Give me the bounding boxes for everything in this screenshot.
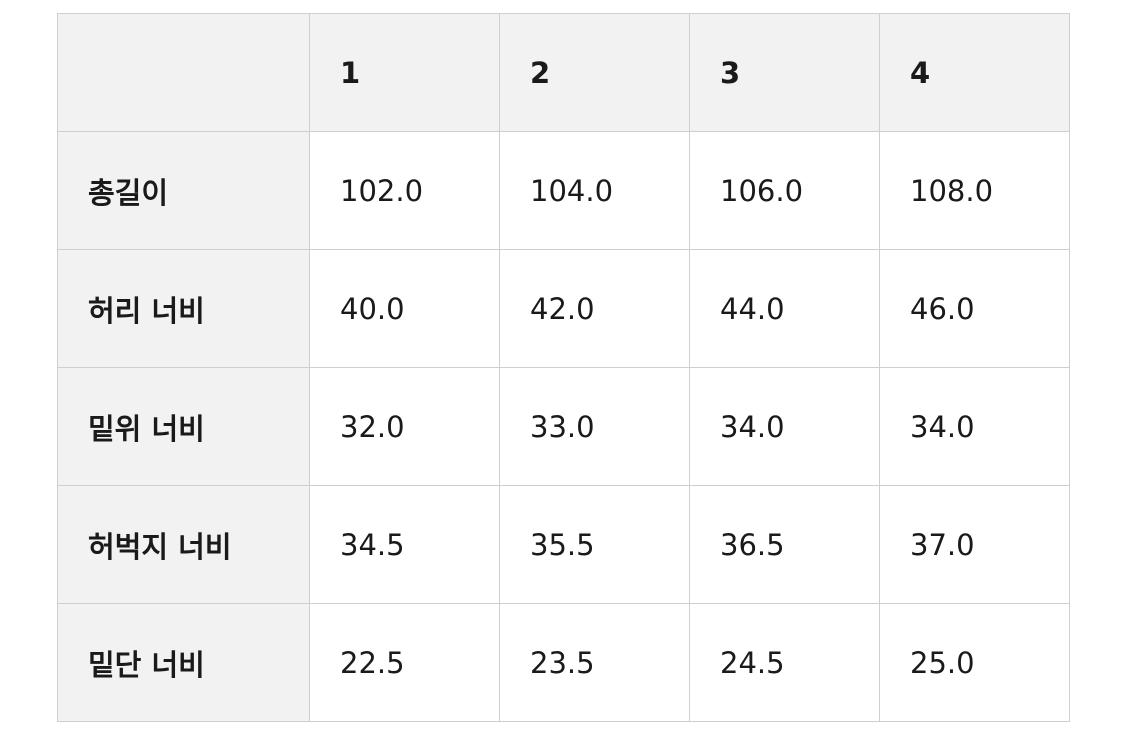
measurement-value: 25.0 [879,603,1070,722]
table-row: 허리 너비 40.0 42.0 44.0 46.0 [57,249,1070,368]
size-header-cell: 2 [499,13,690,132]
measurement-value: 33.0 [499,367,690,486]
measurement-value: 40.0 [309,249,500,368]
table-row: 허벅지 너비 34.5 35.5 36.5 37.0 [57,485,1070,604]
measurement-value: 44.0 [689,249,880,368]
table-row: 밑위 너비 32.0 33.0 34.0 34.0 [57,367,1070,486]
measurement-value: 24.5 [689,603,880,722]
measurement-value: 104.0 [499,131,690,250]
measurement-value: 102.0 [309,131,500,250]
measurement-value: 46.0 [879,249,1070,368]
header-corner-cell [57,13,310,132]
measurement-value: 32.0 [309,367,500,486]
measurement-value: 35.5 [499,485,690,604]
measurement-value: 37.0 [879,485,1070,604]
measurement-value: 34.0 [879,367,1070,486]
measurement-value: 23.5 [499,603,690,722]
measurement-value: 34.5 [309,485,500,604]
table-row: 총길이 102.0 104.0 106.0 108.0 [57,131,1070,250]
measurement-label: 허리 너비 [57,249,310,368]
measurement-value: 108.0 [879,131,1070,250]
table-row: 밑단 너비 22.5 23.5 24.5 25.0 [57,603,1070,722]
measurement-value: 34.0 [689,367,880,486]
measurement-label: 총길이 [57,131,310,250]
size-header-cell: 3 [689,13,880,132]
measurement-value: 22.5 [309,603,500,722]
measurement-label: 밑단 너비 [57,603,310,722]
size-header-cell: 4 [879,13,1070,132]
measurement-value: 106.0 [689,131,880,250]
measurement-value: 36.5 [689,485,880,604]
measurement-label: 허벅지 너비 [57,485,310,604]
measurement-label: 밑위 너비 [57,367,310,486]
measurement-value: 42.0 [499,249,690,368]
size-header-cell: 1 [309,13,500,132]
